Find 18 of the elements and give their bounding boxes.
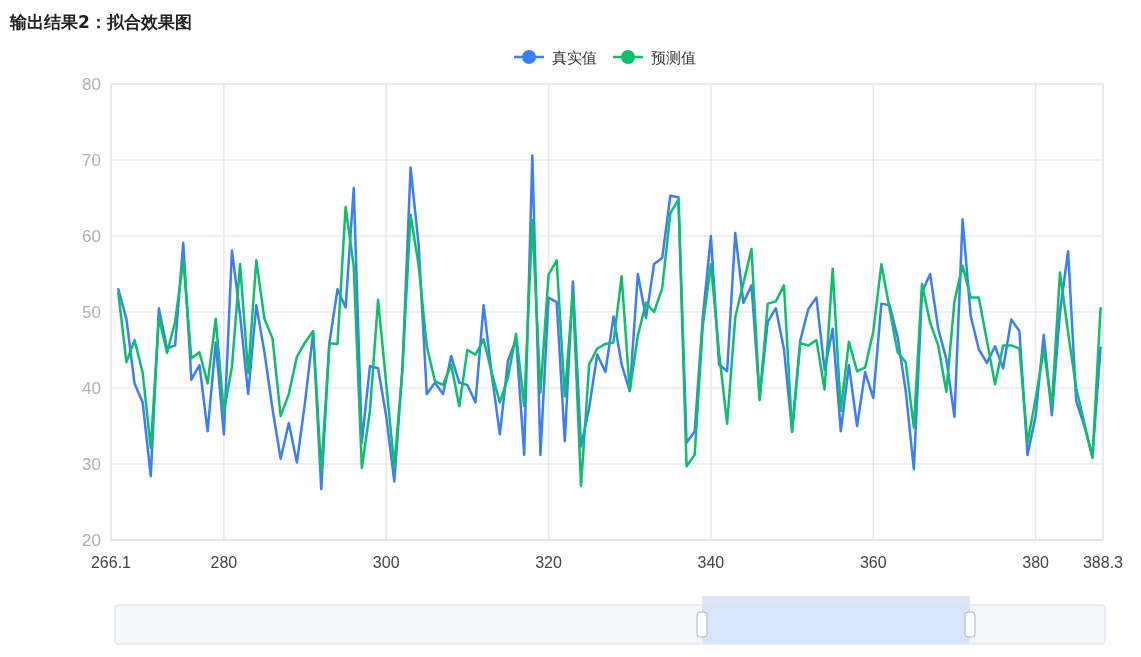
y-tick-label: 40 <box>82 379 101 398</box>
y-tick-label: 50 <box>82 303 101 322</box>
x-tick-label: 320 <box>535 554 562 571</box>
x-tick-label: 360 <box>859 554 887 571</box>
legend-label: 真实值 <box>552 48 597 67</box>
chart-title: 输出结果2：拟合效果图 <box>9 12 192 32</box>
x-tick-label: 266.1 <box>90 554 132 571</box>
x-tick-label: 280 <box>210 554 238 571</box>
y-tick-label: 30 <box>82 455 101 474</box>
y-tick-label: 70 <box>82 151 101 170</box>
x-tick-label: 380 <box>1022 554 1050 571</box>
x-tick-label: 340 <box>697 554 725 571</box>
legend-label: 预测值 <box>651 48 696 67</box>
y-tick-label: 60 <box>82 227 101 246</box>
x-tick-label: 300 <box>372 554 400 571</box>
y-tick-label: 20 <box>82 531 101 550</box>
y-tick-label: 80 <box>82 75 101 94</box>
x-tick-label: 388.3 <box>1082 554 1124 571</box>
